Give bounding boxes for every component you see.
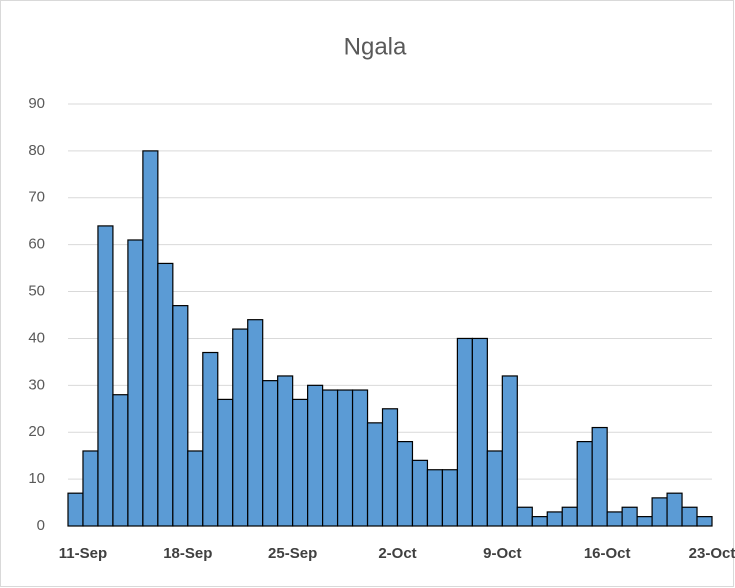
x-tick-label: 23-Oct [689, 545, 735, 562]
x-tick-label: 9-Oct [483, 545, 521, 562]
bar [366, 422, 384, 527]
y-tick-label: 90 [28, 95, 45, 112]
bar [471, 337, 488, 527]
y-tick-label: 20 [28, 423, 45, 440]
y-tick-label: 10 [28, 470, 45, 487]
bar [82, 450, 99, 527]
bar [202, 351, 219, 527]
y-tick-label: 60 [28, 236, 45, 253]
y-tick-label: 30 [28, 376, 45, 393]
bar [292, 398, 309, 527]
bar [546, 511, 563, 527]
bar [486, 450, 503, 527]
bar [262, 380, 279, 527]
bar [441, 469, 458, 527]
bar [97, 225, 114, 527]
bar [142, 150, 159, 527]
bar [456, 337, 473, 527]
bar [501, 375, 518, 527]
bar [351, 389, 369, 527]
bar [157, 262, 174, 527]
bar [381, 408, 399, 527]
y-tick-label: 0 [37, 517, 45, 534]
bar [172, 305, 189, 527]
bar [217, 398, 234, 527]
bar [516, 506, 533, 527]
bar [396, 441, 414, 527]
y-tick-label: 50 [28, 283, 45, 300]
bar [112, 394, 129, 527]
y-tick-label: 70 [28, 189, 45, 206]
bar [247, 319, 264, 527]
bar [606, 511, 623, 527]
chart-title: Ngala [344, 33, 407, 60]
bar [651, 497, 668, 527]
y-tick-label: 80 [28, 142, 45, 159]
bar [411, 459, 429, 527]
x-tick-label: 11-Sep [59, 545, 107, 562]
bar [322, 389, 339, 527]
bar [336, 389, 354, 527]
bar [561, 506, 578, 527]
bar [681, 506, 698, 527]
bar [232, 328, 249, 527]
x-tick-label: 2-Oct [378, 545, 416, 562]
bar [636, 516, 653, 527]
bar [187, 450, 204, 527]
bar [621, 506, 638, 527]
bar [426, 469, 444, 527]
bar [576, 441, 593, 527]
y-tick-label: 40 [28, 329, 45, 346]
bar [67, 492, 84, 527]
bar [591, 426, 608, 527]
bar [696, 516, 713, 527]
bar [127, 239, 144, 527]
x-tick-label: 18-Sep [163, 545, 212, 562]
bar [277, 375, 294, 527]
x-tick-label: 25-Sep [268, 545, 317, 562]
bar [666, 492, 683, 527]
bar [531, 516, 548, 527]
bar [307, 384, 324, 527]
x-tick-label: 16-Oct [584, 545, 631, 562]
